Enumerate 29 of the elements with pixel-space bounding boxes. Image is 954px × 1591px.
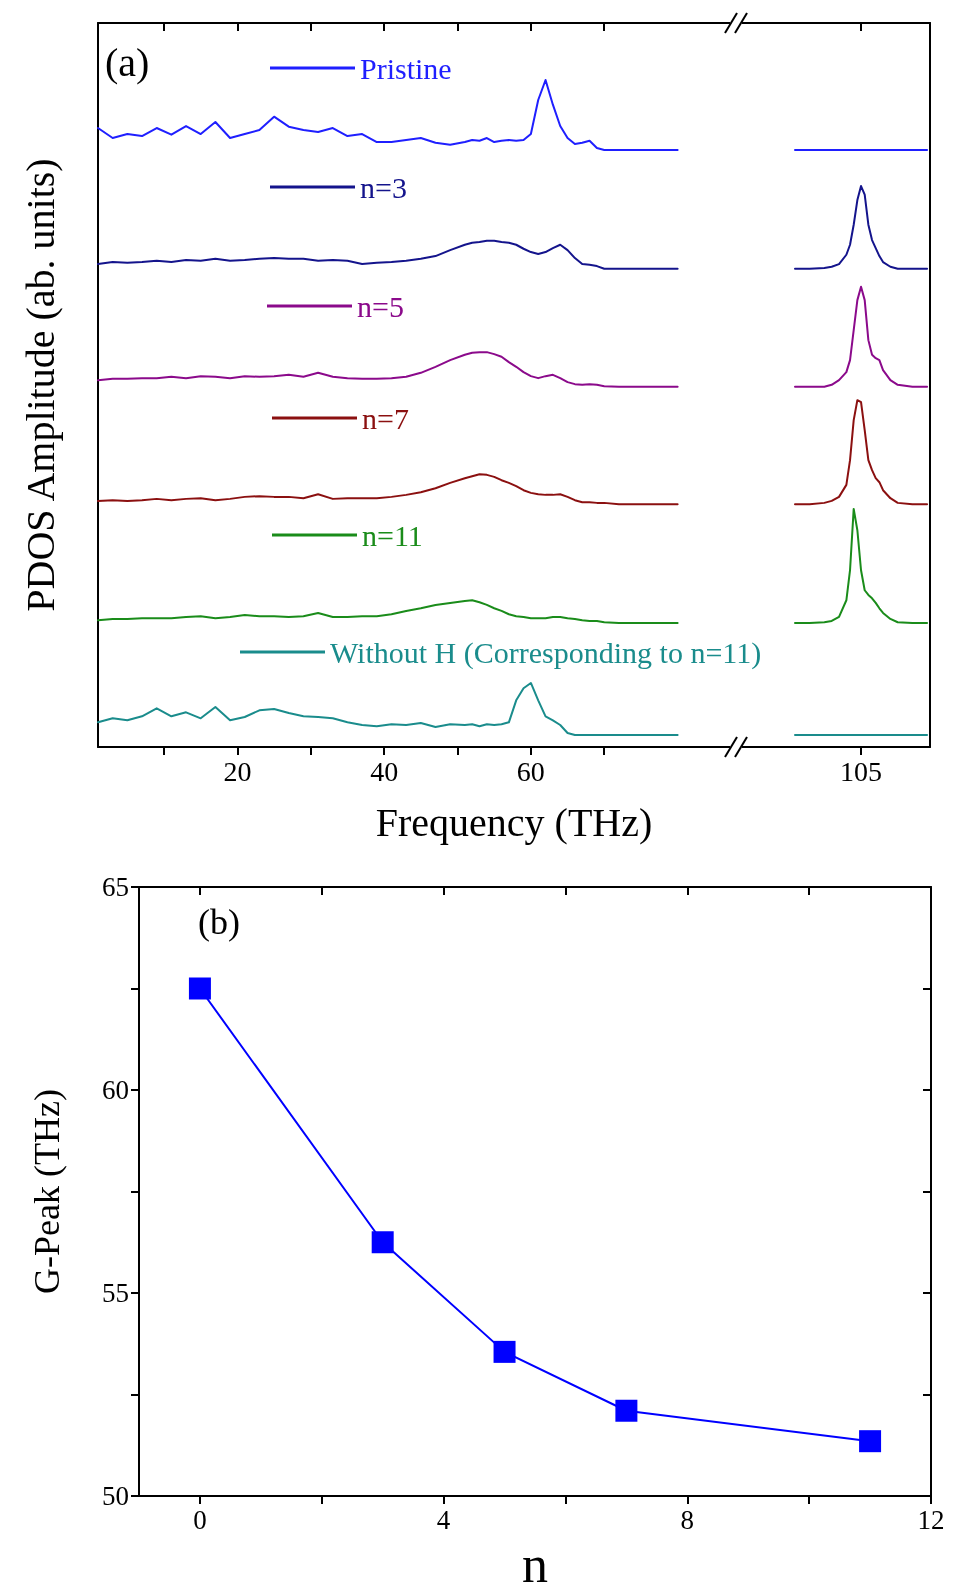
point [188,977,211,1000]
x-axis-title: n [522,1535,548,1591]
point [859,1430,882,1453]
legend-label: n=3 [360,170,407,204]
legend-label: Pristine [360,51,452,85]
x-tick-label: 20 [223,755,252,787]
y-tick-label: 65 [102,872,129,902]
point [371,1231,394,1254]
y-axis-title: PDOS Amplitude (ab. units) [17,158,63,612]
x-tick-label: 8 [680,1504,695,1535]
legend-label: n=11 [362,518,423,552]
x-axis-title: Frequency (THz) [375,799,653,845]
point [615,1399,638,1422]
legend-label: Without H (Corresponding to n=11) [330,635,762,670]
point [493,1340,516,1363]
x-tick-label: 60 [516,755,545,787]
x-tick-label: 12 [917,1504,945,1535]
annotation: (a) [105,39,150,85]
y-axis-title: G-Peak (THz) [27,1089,67,1294]
x-tick-label: 0 [193,1504,207,1535]
x-tick-label: 105 [840,755,883,787]
annotation: (b) [198,902,240,942]
y-tick-label: 60 [102,1075,129,1105]
y-tick-label: 50 [102,1481,129,1511]
x-tick-label: 4 [436,1504,451,1535]
legend-label: n=7 [362,401,409,435]
x-tick-label: 40 [370,755,399,787]
y-tick-label: 55 [102,1278,129,1308]
legend-label: n=5 [357,289,404,323]
